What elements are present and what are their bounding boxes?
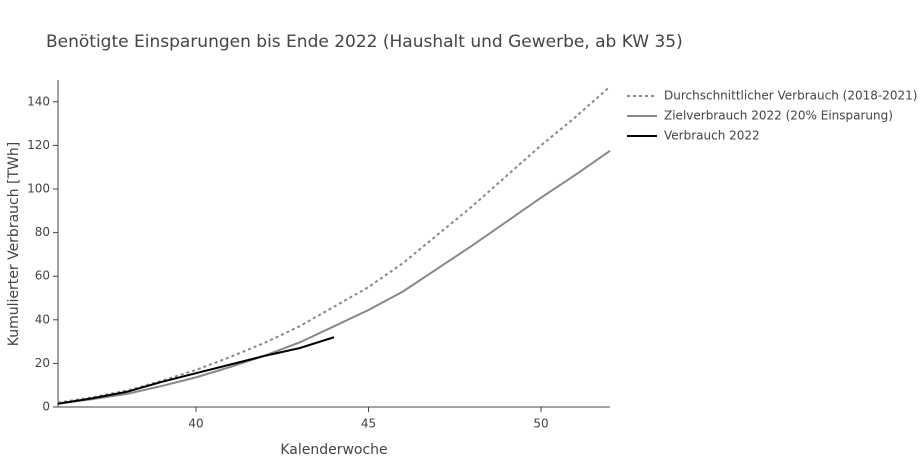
x-tick-label: 45 bbox=[361, 417, 376, 431]
x-tick-label: 40 bbox=[188, 417, 203, 431]
y-tick-label: 20 bbox=[35, 356, 50, 370]
legend-label: Zielverbrauch 2022 (20% Einsparung) bbox=[664, 109, 893, 123]
y-tick-label: 0 bbox=[42, 400, 50, 414]
legend-label: Durchschnittlicher Verbrauch (2018-2021) bbox=[664, 89, 917, 103]
line-series bbox=[57, 150, 611, 405]
x-tick-label: 50 bbox=[533, 417, 548, 431]
legend-label: Verbrauch 2022 bbox=[664, 129, 760, 143]
line-series bbox=[57, 336, 335, 405]
chart-title: Benötigte Einsparungen bis Ende 2022 (Ha… bbox=[46, 32, 683, 52]
y-tick-label: 100 bbox=[27, 182, 50, 196]
line-series bbox=[57, 85, 611, 404]
y-axis-title: Kumulierter Verbrauch [TWh] bbox=[6, 142, 22, 347]
y-tick-label: 40 bbox=[35, 312, 50, 326]
y-tick-label: 80 bbox=[35, 225, 50, 239]
y-tick-label: 120 bbox=[27, 138, 50, 152]
y-tick-label: 140 bbox=[27, 94, 50, 108]
y-tick-label: 60 bbox=[35, 269, 50, 283]
x-axis-title: Kalenderwoche bbox=[280, 442, 387, 458]
